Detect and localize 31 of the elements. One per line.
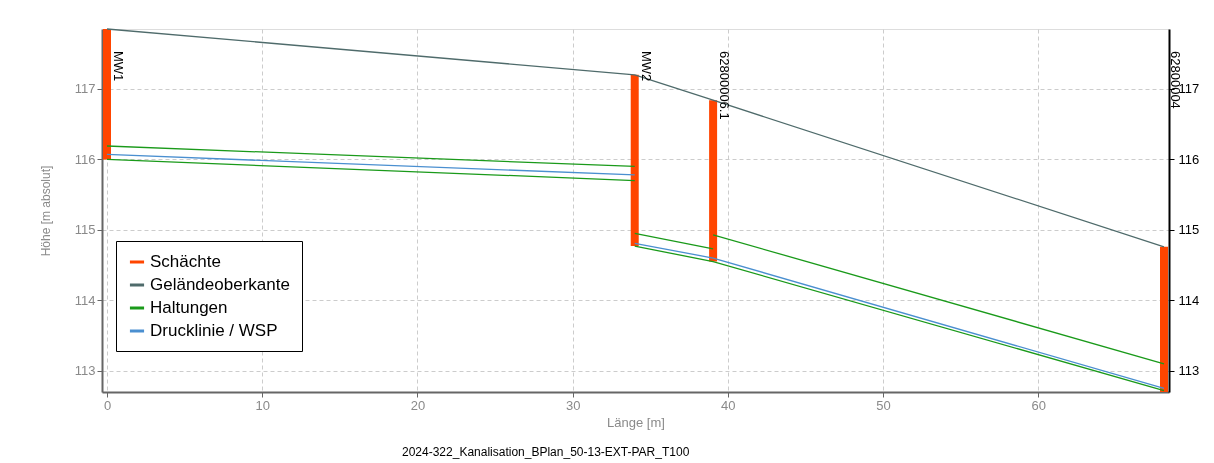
bar <box>1160 246 1168 392</box>
y-axis-title: Höhe [m absolut] <box>38 165 53 257</box>
y2-tick-label: 115 <box>1178 222 1200 238</box>
y-tick-label: 114 <box>74 292 96 308</box>
legend-label: Schächte <box>150 252 221 271</box>
x-tick-label: 50 <box>876 397 891 413</box>
annotation: MW1 <box>111 51 126 82</box>
line-series <box>106 28 1165 248</box>
bar <box>709 100 718 262</box>
x-axis-title: Länge [m] <box>607 414 665 430</box>
x-tick-label: 10 <box>255 397 270 413</box>
x-tick-label: 60 <box>1031 397 1047 413</box>
y2-tick-label: 114 <box>1178 292 1200 308</box>
annotation: 62800006.1 <box>717 51 733 120</box>
x-tick-label: 20 <box>410 397 426 413</box>
y-tick-label: 113 <box>74 363 96 379</box>
bar <box>630 74 639 247</box>
x-tick-label: 0 <box>103 397 112 413</box>
annotation: MW2 <box>638 51 654 82</box>
y2-tick-label: 116 <box>1178 151 1200 167</box>
legend-label: Haltungen <box>150 298 228 317</box>
y-tick-label: 116 <box>74 151 96 167</box>
x-tick-label: 30 <box>565 397 581 413</box>
x-tick-label: 40 <box>721 397 736 413</box>
y2-tick-label: 113 <box>1178 363 1200 379</box>
legend-label: Geländeoberkante <box>150 275 290 294</box>
y-tick-label: 117 <box>74 81 96 97</box>
legend-label: Drucklinie / WSP <box>150 321 278 340</box>
text: 2024-322_Kanalisation_BPlan_50-13-EXT-PAR_T100 <box>402 445 690 459</box>
bar <box>103 29 111 160</box>
y-tick-label: 115 <box>74 222 96 238</box>
